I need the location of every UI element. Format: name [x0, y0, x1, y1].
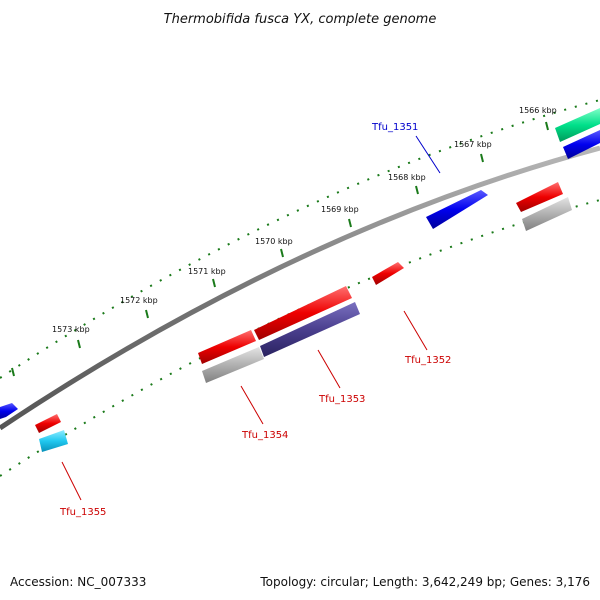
leader-tfu-1352 [403, 310, 428, 351]
leader-tfu-1351 [415, 135, 441, 174]
forward-strand-features [0, 108, 600, 419]
major-tick [145, 309, 149, 319]
reverse-cds-feature[interactable] [516, 182, 563, 212]
rna-feature[interactable] [555, 108, 600, 142]
gene-tfu-1354-arrow[interactable] [198, 330, 256, 364]
gene-label-tfu-1354[interactable]: Tfu_1354 [241, 430, 288, 441]
tick-label-1570: 1570 kbp [255, 237, 293, 246]
tick-label-1567: 1567 kbp [454, 140, 492, 149]
gene-tfu-1352-arrow[interactable] [372, 262, 404, 285]
gene-label-tfu-1351[interactable]: Tfu_1351 [371, 122, 418, 133]
map-title: Thermobifida fusca YX, complete genome [164, 12, 437, 27]
gene-tfu-1353-arrow[interactable] [254, 286, 352, 340]
gene-tfu-1351-arrow[interactable] [426, 190, 488, 229]
major-ticks [11, 121, 549, 377]
major-tick [480, 153, 484, 163]
major-tick [77, 339, 81, 349]
label-leaders [61, 135, 441, 501]
leader-tfu-1355 [61, 461, 82, 501]
gene-tfu-1355-arrow[interactable] [35, 414, 61, 433]
major-tick [212, 278, 216, 288]
reverse-rna-feature[interactable] [39, 430, 68, 452]
tick-label-1571: 1571 kbp [188, 267, 226, 276]
similarity-feature[interactable] [260, 302, 360, 357]
major-tick [11, 367, 15, 377]
major-tick [415, 185, 419, 195]
leader-tfu-1353 [317, 349, 341, 389]
gray-feature-right[interactable] [522, 197, 572, 231]
forward-cds-left-edge[interactable] [0, 403, 18, 419]
tick-label-1566: 1566 kbp [519, 106, 557, 115]
forward-cds-feature[interactable] [563, 130, 600, 159]
tick-label-1569: 1569 kbp [321, 205, 359, 214]
accession-text: Accession: NC_007333 [10, 575, 146, 589]
genome-summary-text: Topology: circular; Length: 3,642,249 bp… [259, 575, 590, 589]
major-tick [280, 248, 284, 258]
major-tick [348, 218, 352, 228]
genome-backbone [0, 145, 600, 431]
tick-label-1568: 1568 kbp [388, 173, 426, 182]
tick-label-1572: 1572 kbp [120, 296, 158, 305]
gene-label-tfu-1355[interactable]: Tfu_1355 [59, 507, 106, 518]
gene-label-tfu-1352[interactable]: Tfu_1352 [404, 355, 451, 366]
tick-label-1573: 1573 kbp [52, 325, 90, 334]
major-tick [545, 121, 549, 131]
leader-tfu-1354 [240, 385, 264, 425]
gene-label-tfu-1353[interactable]: Tfu_1353 [318, 394, 365, 405]
reverse-strand-features [35, 182, 572, 452]
outer-tick-ring [0, 99, 600, 379]
inner-tick-ring [0, 199, 600, 477]
gray-feature-left[interactable] [202, 347, 264, 383]
